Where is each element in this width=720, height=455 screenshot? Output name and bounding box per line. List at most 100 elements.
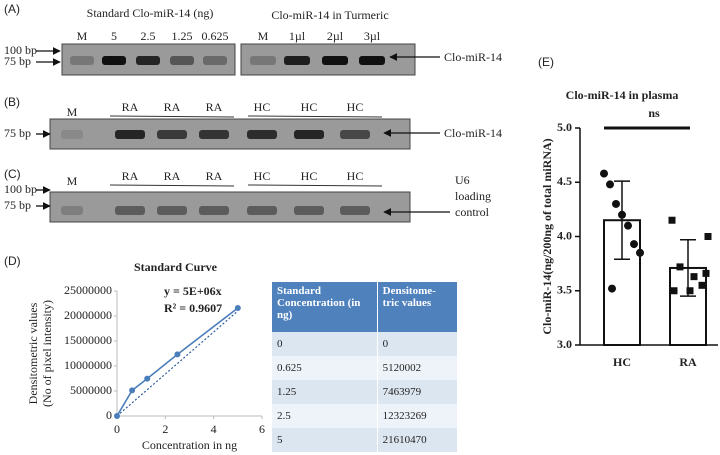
gel-band	[247, 206, 277, 215]
lane-label: 5	[111, 29, 117, 43]
group-line	[247, 184, 383, 187]
x-tick-label: 4	[211, 422, 217, 436]
marker-label: 75 bp	[4, 198, 31, 212]
gel-band	[102, 56, 126, 65]
marker-label: 75 bp	[4, 126, 31, 140]
gel-title: Standard Clo-miR-14 (ng)	[87, 6, 214, 20]
group-line	[109, 115, 235, 118]
data-point	[698, 281, 706, 289]
lane-label: M	[67, 174, 78, 188]
table-cell: 2.5	[272, 404, 378, 428]
table-cell: 0.625	[272, 356, 378, 380]
lane-label: HC	[254, 100, 271, 114]
data-point	[690, 273, 698, 281]
error-bar	[614, 180, 630, 261]
gel-band	[61, 206, 83, 215]
lane-label: RA	[206, 100, 223, 114]
lane-label: RA	[206, 169, 223, 183]
lane-label: HC	[301, 169, 318, 183]
data-point	[670, 287, 678, 295]
table-row: 2.5 12323269	[272, 404, 459, 428]
lane-label: 1.25	[172, 29, 193, 43]
data-point	[174, 351, 181, 358]
lane-label: RA	[122, 100, 139, 114]
gel	[49, 191, 411, 223]
gel-band	[61, 130, 83, 139]
annotation: y = 5E+06x	[164, 284, 222, 298]
data-point	[702, 269, 710, 277]
lane-label: 2µl	[327, 29, 344, 43]
table-row: 0.625 5120002	[272, 356, 459, 380]
data-point	[600, 169, 608, 178]
table-row: 5 21610470	[272, 428, 459, 452]
annotation: R² = 0.9607	[164, 301, 222, 315]
x-tick-label: 0	[114, 422, 120, 436]
gel-band	[250, 56, 276, 65]
gel-band	[359, 56, 385, 65]
y-tick-label: 25000000	[64, 283, 112, 297]
table-cell: 5120002	[377, 356, 459, 380]
table-row: 1.25 7463979	[272, 380, 459, 404]
y-tick-label: 3.5	[557, 283, 572, 297]
y-axis-label: Clo-miR-14(ng/200ng of total miRNA)	[540, 138, 554, 334]
band-label: Clo-miR-14	[444, 50, 502, 64]
data-point	[234, 304, 241, 311]
gel-band	[340, 206, 370, 215]
x-tick-label: 6	[259, 422, 265, 436]
lane-label: RA	[164, 169, 181, 183]
data-point	[704, 233, 712, 240]
y-tick-label: 3.0	[557, 337, 572, 351]
gel-band	[70, 56, 94, 65]
chart-title: Standard Curve	[134, 260, 218, 274]
gel-band	[294, 130, 324, 139]
lane-label: HC	[254, 169, 271, 183]
table-cell: 21610470	[377, 428, 459, 452]
lane-label: HC	[301, 100, 318, 114]
gel-band	[199, 130, 229, 139]
table-cell: 0	[272, 332, 378, 356]
x-tick-label: HC	[613, 355, 631, 369]
gel-band	[322, 56, 348, 65]
table-cell: 12323269	[377, 404, 459, 428]
lane-label: RA	[122, 169, 139, 183]
band-label: loading	[455, 189, 491, 203]
data-point	[114, 413, 120, 419]
data-point	[612, 199, 620, 208]
band-label: control	[455, 205, 490, 219]
panel-label: (A)	[4, 2, 20, 16]
marker-label: 100 bp	[4, 43, 37, 57]
panel-label: (D)	[4, 254, 21, 268]
data-point	[686, 287, 694, 295]
data-point	[618, 210, 626, 219]
table-cell: 0	[377, 332, 459, 356]
y-tick-label: 4.0	[557, 228, 572, 242]
table-cell: 1.25	[272, 380, 378, 404]
marker-label: 100 bp	[4, 182, 37, 196]
gel-band	[115, 130, 145, 139]
x-axis-label: Concentration in ng	[142, 438, 237, 452]
data-point	[636, 248, 644, 257]
data-point	[129, 387, 136, 394]
table-cell: 5	[272, 428, 378, 452]
gel-title: Clo-miR-14 in Turmeric	[271, 8, 388, 22]
standard-table: Standard Concentration (in ng) Densitome…	[272, 282, 459, 452]
table-header: Standard Concentration (in ng) Densitome…	[272, 282, 459, 332]
gel-band	[157, 206, 187, 215]
group-line	[247, 115, 383, 118]
panel-label: (B)	[4, 95, 20, 109]
data-point	[624, 221, 632, 230]
data-point	[144, 375, 151, 382]
band-label: U6	[455, 173, 470, 187]
header-cell: Densitome-tric values	[377, 282, 459, 332]
gel-band	[203, 56, 227, 65]
y-tick-label: 5000000	[70, 383, 112, 397]
data-point	[676, 263, 684, 271]
y-tick-label: 20000000	[64, 308, 112, 322]
gel-band	[294, 206, 324, 215]
lane-label: RA	[164, 100, 181, 114]
header-cell: Standard Concentration (in ng)	[272, 282, 378, 332]
y-tick-label: 15000000	[64, 333, 112, 347]
data-point	[606, 180, 614, 189]
